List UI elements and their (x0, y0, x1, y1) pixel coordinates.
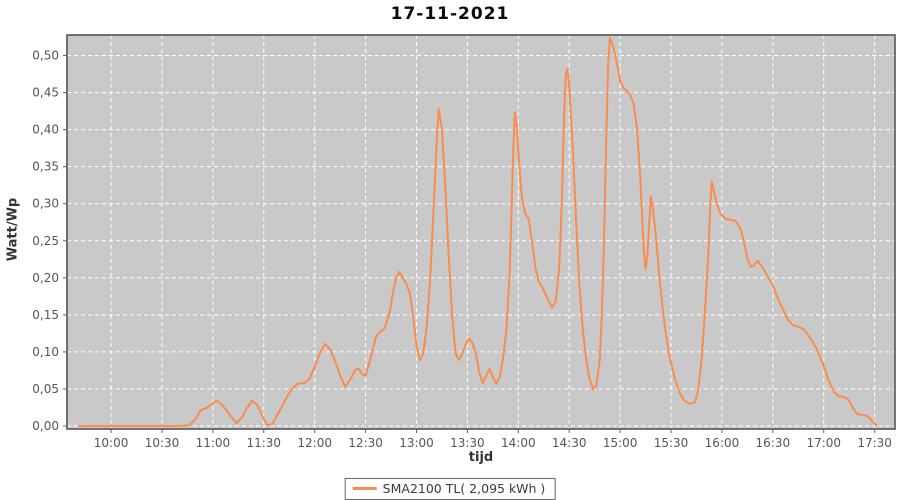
legend: SMA2100 TL( 2,095 kWh ) (344, 478, 556, 500)
x-tick-label: 11:00 (196, 436, 231, 450)
x-tick-label: 14:00 (501, 436, 536, 450)
chart-title: 17-11-2021 (390, 4, 510, 24)
x-tick-label: 17:30 (857, 436, 892, 450)
legend-line-swatch (352, 487, 377, 490)
plot-border (66, 34, 896, 430)
x-tick-label: 12:00 (297, 436, 332, 450)
x-tick-label: 11:30 (246, 436, 281, 450)
y-tick-label: 0,05 (32, 382, 59, 396)
x-tick-label: 15:00 (603, 436, 638, 450)
x-tick-label: 12:30 (348, 436, 383, 450)
x-tick-label: 15:30 (654, 436, 689, 450)
y-tick-label: 0,50 (32, 49, 59, 63)
x-axis-title: tijd (468, 450, 494, 465)
legend-label: SMA2100 TL( 2,095 kWh ) (382, 481, 546, 496)
series-line-sma2100 (77, 36, 878, 427)
y-tick-label: 0,00 (32, 419, 59, 433)
y-tick-label: 0,20 (32, 271, 59, 285)
x-tick-label: 14:30 (552, 436, 587, 450)
x-tick-label: 17:00 (806, 436, 841, 450)
y-tick-label: 0,45 (32, 86, 59, 100)
y-tick-label: 0,10 (32, 345, 59, 359)
x-tick-label: 10:00 (94, 436, 129, 450)
x-tick-label: 13:00 (399, 436, 434, 450)
x-tick-label: 13:30 (450, 436, 485, 450)
y-tick-label: 0,25 (32, 234, 59, 248)
y-tick-label: 0,35 (32, 160, 59, 174)
plot-background (67, 35, 895, 429)
x-tick-label: 16:30 (756, 436, 791, 450)
x-tick-label: 10:30 (145, 436, 180, 450)
y-tick-label: 0,15 (32, 308, 59, 322)
x-tick-label: 16:00 (705, 436, 740, 450)
y-tick-label: 0,30 (32, 197, 59, 211)
y-tick-label: 0,40 (32, 123, 59, 137)
